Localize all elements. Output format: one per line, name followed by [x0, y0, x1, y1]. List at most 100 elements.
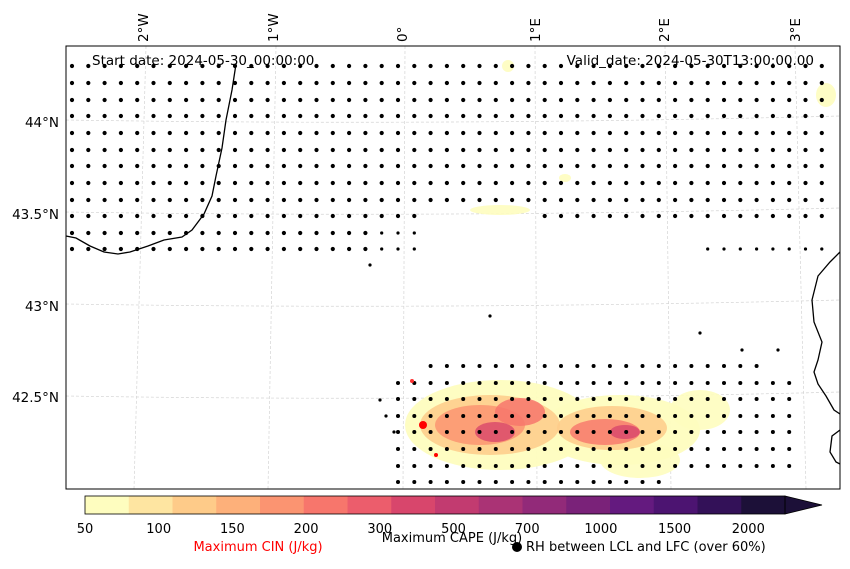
- rh-dot: [542, 180, 547, 186]
- rh-dot: [607, 397, 612, 401]
- rh-dot: [722, 247, 726, 251]
- rh-dot: [509, 180, 515, 186]
- colorbar-blocks: [85, 496, 786, 514]
- rh-dot: [396, 430, 400, 434]
- rh-dot: [444, 364, 449, 368]
- cin-marker: [434, 453, 438, 457]
- rh-dot: [673, 80, 678, 86]
- rh-dot: [232, 180, 238, 186]
- colorbar-block: [216, 496, 261, 514]
- colorbar-tick-label: 50: [77, 522, 94, 537]
- rh-dot: [640, 397, 645, 401]
- rh-dot: [347, 246, 352, 252]
- rh-dot: [151, 213, 156, 219]
- rh-dot: [754, 180, 759, 186]
- rh-dot: [444, 397, 449, 401]
- rh-dot: [689, 80, 694, 86]
- rh-dot: [493, 197, 498, 203]
- rh-dot: [118, 197, 123, 203]
- colorbar-block: [653, 496, 698, 514]
- rh-dot: [656, 80, 661, 86]
- rh-dot: [265, 130, 270, 136]
- rh-dot: [591, 147, 596, 153]
- rh-dot: [721, 97, 727, 103]
- cape-label: Maximum CAPE (J/kg): [382, 531, 522, 546]
- rh-dot: [330, 147, 335, 153]
- rh-dot: [216, 63, 221, 69]
- rh-dot: [151, 230, 156, 236]
- rh-dot: [216, 230, 221, 236]
- rh-dot: [510, 414, 515, 418]
- map-frame: [65, 45, 841, 490]
- map-panel: Start date: 2024-05-30_00:00:00 Valid_da…: [65, 45, 841, 490]
- rh-dot: [673, 447, 678, 451]
- rh-dot: [102, 246, 107, 252]
- colorbar-block: [522, 496, 567, 514]
- rh-dot: [591, 213, 596, 219]
- rh-dot: [347, 130, 352, 136]
- cin-marker: [419, 421, 427, 429]
- rh-dot: [412, 231, 416, 235]
- rh-dot: [428, 464, 433, 468]
- rh-dot: [281, 97, 286, 103]
- rh-dot: [461, 97, 466, 103]
- rh-dot: [510, 381, 515, 385]
- rh-dot: [412, 80, 417, 86]
- rh-dot: [314, 113, 319, 119]
- rh-dot: [770, 447, 775, 451]
- rh-dot: [379, 80, 384, 86]
- rh-dot: [819, 130, 824, 136]
- rh-dot: [232, 230, 238, 236]
- rh-dot: [624, 180, 629, 186]
- rh-dot: [298, 197, 303, 203]
- rh-dot: [444, 163, 449, 169]
- rh-dot: [526, 414, 531, 418]
- rh-dot: [591, 447, 596, 451]
- rh-dot: [265, 180, 270, 186]
- rh-dot: [347, 113, 352, 119]
- rh-dot: [69, 147, 75, 153]
- rh-dot: [509, 163, 515, 169]
- rh-dot: [86, 197, 91, 203]
- rh-dot: [249, 130, 254, 136]
- rh-dot: [396, 447, 400, 451]
- colorbar-block: [566, 496, 611, 514]
- rh-dot: [330, 180, 335, 186]
- rh-dot: [607, 97, 613, 103]
- rh-dot: [722, 430, 726, 434]
- rh-dot: [184, 113, 189, 119]
- rh-dot: [542, 113, 547, 119]
- rh-dot: [607, 113, 613, 119]
- colorbar: 50 100 150 200 300 500 700 1000 1500 2000 Maximum…: [77, 495, 823, 555]
- rh-dot: [559, 447, 563, 451]
- rh-dot: [787, 113, 792, 119]
- rh-dot: [265, 163, 270, 169]
- rh-dot: [216, 130, 221, 136]
- rh-dot: [379, 147, 384, 153]
- cin-markers: [410, 379, 438, 457]
- rh-dot: [607, 197, 613, 203]
- rh-dot: [559, 381, 563, 385]
- rh-dot: [673, 163, 678, 169]
- rh-dot: [298, 147, 303, 153]
- rh-dot: [86, 246, 91, 252]
- rh-dot: [754, 397, 759, 401]
- rh-dot: [428, 80, 433, 86]
- rh-dot: [526, 364, 531, 368]
- rh-dot: [820, 247, 824, 251]
- rh-dot: [689, 180, 694, 186]
- rh-dot: [363, 213, 368, 219]
- rh-dot: [69, 130, 75, 136]
- rh-dot: [607, 414, 612, 418]
- rh-dot: [363, 97, 368, 103]
- rh-dot: [363, 163, 368, 169]
- rh-dot: [86, 80, 91, 86]
- rh-dot: [151, 147, 156, 153]
- rh-dot: [738, 464, 743, 468]
- rh-dot: [281, 80, 286, 86]
- rh-dot: [787, 414, 792, 418]
- rh-dot: [184, 246, 189, 252]
- rh-dot: [135, 197, 140, 203]
- rh-dot: [118, 147, 123, 153]
- rh-dot: [216, 246, 221, 252]
